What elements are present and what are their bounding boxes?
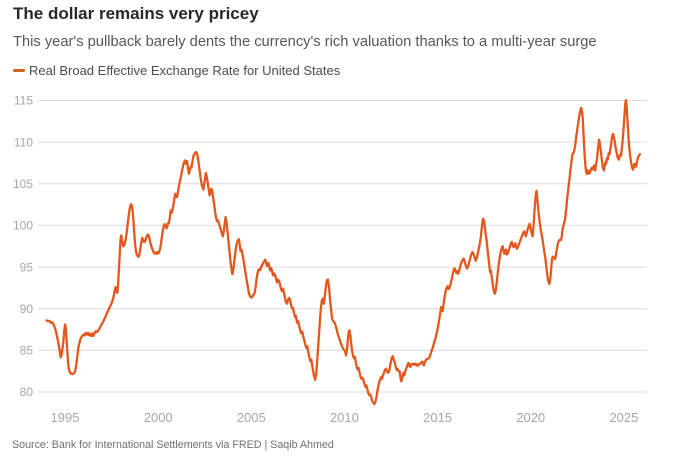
svg-text:2000: 2000 [144,410,173,425]
svg-text:2015: 2015 [423,410,452,425]
svg-text:2020: 2020 [516,410,545,425]
svg-text:110: 110 [14,135,33,149]
svg-text:85: 85 [20,344,34,358]
svg-text:100: 100 [13,219,33,233]
svg-text:115: 115 [14,94,33,108]
svg-text:2005: 2005 [237,410,266,425]
svg-text:95: 95 [20,260,34,274]
svg-text:90: 90 [20,302,34,316]
svg-text:1995: 1995 [51,410,80,425]
svg-text:80: 80 [20,385,34,399]
svg-text:105: 105 [13,177,33,191]
svg-text:2025: 2025 [609,410,638,425]
svg-text:2010: 2010 [330,410,359,425]
